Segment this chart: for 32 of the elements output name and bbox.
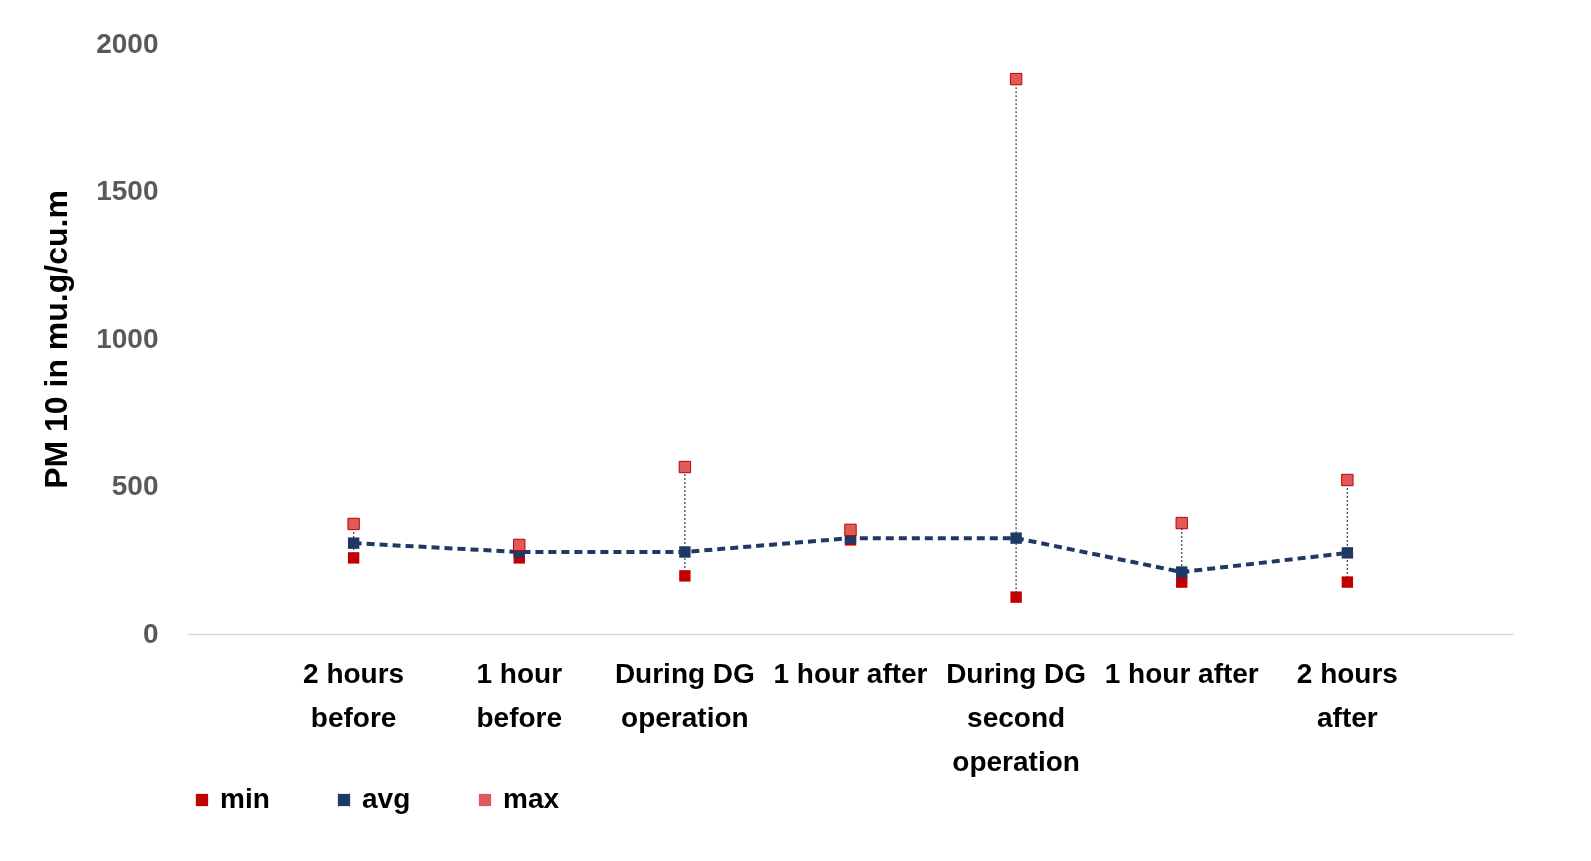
- x-tick-label: 1 hour after: [1104, 657, 1259, 689]
- y-tick-label: 500: [111, 470, 159, 501]
- y-tick-label: 1000: [96, 322, 159, 354]
- x-tick-label: 2 hours before: [303, 657, 405, 733]
- legend-label: avg: [362, 783, 411, 814]
- point: [513, 538, 526, 552]
- legend-label: max: [503, 783, 560, 814]
- point: [347, 552, 360, 564]
- legend-label: min: [220, 783, 270, 814]
- point: [347, 537, 360, 549]
- x-tick-label: During DG operation: [614, 657, 755, 733]
- point: [1010, 591, 1022, 603]
- x-tick-label: 2 hours after: [1296, 657, 1398, 733]
- x-tick-label: During DG second operation: [946, 657, 1087, 777]
- point: [1341, 473, 1354, 487]
- point: [679, 570, 691, 582]
- y-tick-label: 0: [142, 617, 159, 649]
- point: [347, 517, 360, 531]
- point: [1009, 72, 1023, 86]
- point: [1176, 566, 1188, 578]
- point: [1010, 532, 1022, 544]
- point: [1175, 516, 1188, 530]
- point: [679, 546, 691, 558]
- y-axis-title: PM 10 in mu.g/cu.m: [38, 190, 75, 489]
- point: [844, 523, 857, 537]
- x-tick-label: 1 hour before: [476, 657, 563, 733]
- point: [1341, 547, 1354, 559]
- y-tick-label: 1500: [96, 175, 159, 206]
- point: [678, 460, 692, 474]
- point: [1341, 576, 1354, 588]
- x-tick-label: 1 hour after: [773, 657, 928, 689]
- y-tick-label: 2000: [96, 27, 159, 59]
